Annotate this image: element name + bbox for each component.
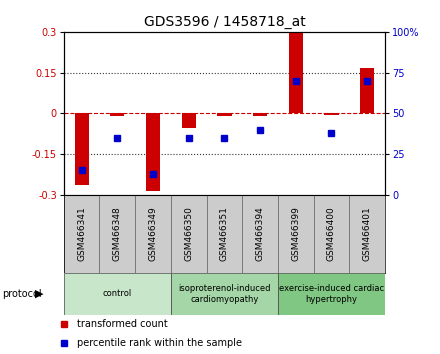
Bar: [110, 113, 125, 116]
Bar: [314, 195, 349, 273]
Bar: [324, 113, 339, 115]
Bar: [289, 33, 303, 113]
Text: GSM466350: GSM466350: [184, 206, 193, 261]
Text: GSM466401: GSM466401: [363, 206, 372, 261]
Text: GSM466341: GSM466341: [77, 206, 86, 261]
Text: GSM466351: GSM466351: [220, 206, 229, 261]
Bar: [360, 69, 374, 113]
Bar: [146, 113, 160, 190]
Text: GSM466394: GSM466394: [256, 206, 264, 261]
Text: isoproterenol-induced
cardiomyopathy: isoproterenol-induced cardiomyopathy: [178, 284, 271, 303]
Bar: [278, 273, 385, 315]
Title: GDS3596 / 1458718_at: GDS3596 / 1458718_at: [143, 16, 305, 29]
Text: protocol: protocol: [2, 289, 42, 299]
Text: transformed count: transformed count: [77, 319, 168, 329]
Text: ▶: ▶: [35, 289, 44, 299]
Text: GSM466348: GSM466348: [113, 206, 122, 261]
Text: GSM466400: GSM466400: [327, 206, 336, 261]
Text: control: control: [103, 289, 132, 298]
Bar: [64, 273, 171, 315]
Bar: [217, 113, 231, 116]
Bar: [206, 195, 242, 273]
Bar: [135, 195, 171, 273]
Bar: [64, 195, 99, 273]
Bar: [99, 195, 135, 273]
Bar: [278, 195, 314, 273]
Text: GSM466399: GSM466399: [291, 206, 300, 261]
Bar: [171, 195, 206, 273]
Bar: [182, 113, 196, 128]
Text: exercise-induced cardiac
hypertrophy: exercise-induced cardiac hypertrophy: [279, 284, 384, 303]
Text: percentile rank within the sample: percentile rank within the sample: [77, 338, 242, 348]
Bar: [253, 113, 267, 116]
Bar: [349, 195, 385, 273]
Bar: [74, 113, 89, 185]
Bar: [242, 195, 278, 273]
Text: GSM466349: GSM466349: [149, 206, 158, 261]
Bar: [171, 273, 278, 315]
